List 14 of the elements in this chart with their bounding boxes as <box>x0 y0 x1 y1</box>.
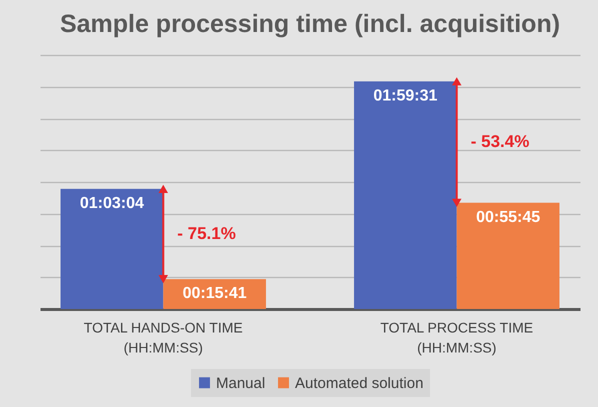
bar <box>456 202 560 309</box>
data-label: 01:59:31 <box>373 87 438 104</box>
bar <box>60 188 164 309</box>
chart-title: Sample processing time (incl. acquisition) <box>60 10 560 38</box>
data-label: 01:03:04 <box>80 194 144 212</box>
data-label: 00:15:41 <box>182 285 247 302</box>
x-tick-label: TOTAL HANDS-ON TIME (HH:MM:SS) <box>84 320 243 356</box>
annotation: - 75.1% <box>177 224 236 243</box>
annotation: - 53.4% <box>470 132 530 152</box>
bar <box>354 81 457 309</box>
data-label: 00:55:45 <box>476 208 540 226</box>
x-tick-label: TOTAL PROCESS TIME (HH:MM:SS) <box>380 320 534 356</box>
legend-label: Automated solution <box>295 374 424 392</box>
legend-label: Manual <box>216 374 266 392</box>
